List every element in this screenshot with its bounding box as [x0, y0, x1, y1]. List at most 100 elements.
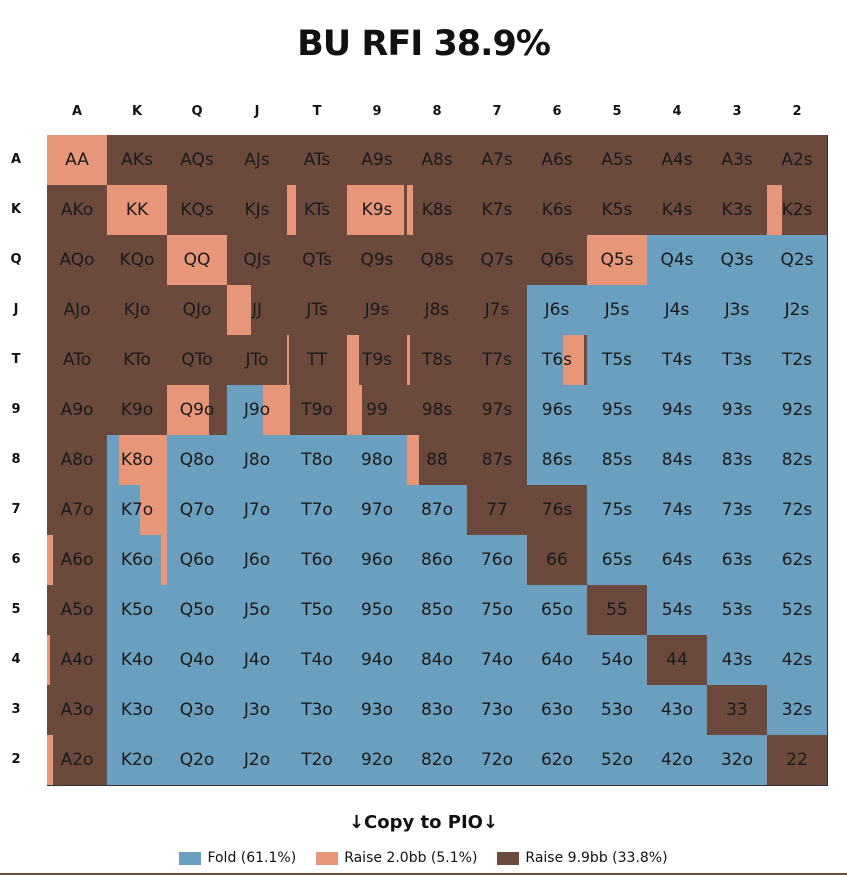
hand-cell[interactable]: Q9o — [167, 385, 228, 436]
hand-cell[interactable]: 75s — [587, 485, 648, 536]
hand-cell[interactable]: 99 — [347, 385, 408, 436]
hand-cell[interactable]: 94s — [647, 385, 708, 436]
hand-cell[interactable]: 53o — [587, 685, 648, 736]
hand-cell[interactable]: A7s — [467, 135, 528, 186]
hand-cell[interactable]: 52s — [767, 585, 828, 636]
hand-cell[interactable]: J9o — [227, 385, 288, 436]
hand-cell[interactable]: AJo — [47, 285, 108, 336]
hand-cell[interactable]: ATo — [47, 335, 108, 386]
hand-cell[interactable]: 85o — [407, 585, 468, 636]
hand-cell[interactable]: 95s — [587, 385, 648, 436]
hand-cell[interactable]: 86s — [527, 435, 588, 486]
hand-cell[interactable]: A6o — [47, 535, 108, 586]
hand-cell[interactable]: JJ — [227, 285, 288, 336]
hand-cell[interactable]: 93o — [347, 685, 408, 736]
hand-cell[interactable]: J3o — [227, 685, 288, 736]
hand-cell[interactable]: J2o — [227, 735, 288, 786]
hand-cell[interactable]: T9s — [347, 335, 408, 386]
hand-cell[interactable]: 83o — [407, 685, 468, 736]
hand-cell[interactable]: J4s — [647, 285, 708, 336]
hand-cell[interactable]: 83s — [707, 435, 768, 486]
hand-cell[interactable]: 44 — [647, 635, 708, 686]
hand-cell[interactable]: J7s — [467, 285, 528, 336]
hand-cell[interactable]: 76o — [467, 535, 528, 586]
hand-cell[interactable]: T6o — [287, 535, 348, 586]
hand-cell[interactable]: J5s — [587, 285, 648, 336]
hand-cell[interactable]: 32s — [767, 685, 828, 736]
hand-cell[interactable]: QTs — [287, 235, 348, 286]
hand-cell[interactable]: 53s — [707, 585, 768, 636]
hand-cell[interactable]: ATs — [287, 135, 348, 186]
hand-cell[interactable]: 84s — [647, 435, 708, 486]
hand-cell[interactable]: J6s — [527, 285, 588, 336]
hand-cell[interactable]: 96o — [347, 535, 408, 586]
hand-cell[interactable]: J2s — [767, 285, 828, 336]
hand-cell[interactable]: K5o — [107, 585, 168, 636]
hand-cell[interactable]: 86o — [407, 535, 468, 586]
hand-cell[interactable]: A4s — [647, 135, 708, 186]
hand-cell[interactable]: 42o — [647, 735, 708, 786]
hand-cell[interactable]: 73o — [467, 685, 528, 736]
hand-cell[interactable]: T9o — [287, 385, 348, 436]
hand-cell[interactable]: T2s — [767, 335, 828, 386]
hand-cell[interactable]: 92o — [347, 735, 408, 786]
hand-cell[interactable]: K5s — [587, 185, 648, 236]
hand-cell[interactable]: Q4s — [647, 235, 708, 286]
hand-cell[interactable]: 98s — [407, 385, 468, 436]
hand-cell[interactable]: A3o — [47, 685, 108, 736]
hand-cell[interactable]: A8o — [47, 435, 108, 486]
hand-cell[interactable]: QQ — [167, 235, 228, 286]
hand-cell[interactable]: T8s — [407, 335, 468, 386]
hand-cell[interactable]: Q7s — [467, 235, 528, 286]
hand-cell[interactable]: 64s — [647, 535, 708, 586]
hand-cell[interactable]: T7o — [287, 485, 348, 536]
hand-cell[interactable]: J3s — [707, 285, 768, 336]
hand-cell[interactable]: J4o — [227, 635, 288, 686]
hand-cell[interactable]: AQs — [167, 135, 228, 186]
hand-cell[interactable]: 95o — [347, 585, 408, 636]
hand-cell[interactable]: KTs — [287, 185, 348, 236]
hand-cell[interactable]: 54s — [647, 585, 708, 636]
hand-cell[interactable]: 77 — [467, 485, 528, 536]
hand-cell[interactable]: 64o — [527, 635, 588, 686]
hand-cell[interactable]: 65s — [587, 535, 648, 586]
hand-cell[interactable]: 75o — [467, 585, 528, 636]
hand-cell[interactable]: 72s — [767, 485, 828, 536]
hand-cell[interactable]: A2s — [767, 135, 828, 186]
hand-cell[interactable]: J8o — [227, 435, 288, 486]
hand-cell[interactable]: K3o — [107, 685, 168, 736]
hand-cell[interactable]: 74s — [647, 485, 708, 536]
hand-cell[interactable]: A3s — [707, 135, 768, 186]
hand-cell[interactable]: A9o — [47, 385, 108, 436]
hand-cell[interactable]: 92s — [767, 385, 828, 436]
hand-cell[interactable]: A5o — [47, 585, 108, 636]
hand-cell[interactable]: K4o — [107, 635, 168, 686]
hand-cell[interactable]: 82o — [407, 735, 468, 786]
hand-cell[interactable]: Q3s — [707, 235, 768, 286]
hand-cell[interactable]: A2o — [47, 735, 108, 786]
hand-cell[interactable]: 73s — [707, 485, 768, 536]
hand-cell[interactable]: 88 — [407, 435, 468, 486]
hand-cell[interactable]: J9s — [347, 285, 408, 336]
hand-cell[interactable]: Q4o — [167, 635, 228, 686]
hand-cell[interactable]: K3s — [707, 185, 768, 236]
hand-cell[interactable]: 54o — [587, 635, 648, 686]
hand-cell[interactable]: KK — [107, 185, 168, 236]
copy-to-pio-button[interactable]: ↓Copy to PIO↓ — [348, 812, 499, 833]
hand-cell[interactable]: K7o — [107, 485, 168, 536]
hand-cell[interactable]: 97o — [347, 485, 408, 536]
hand-cell[interactable]: 76s — [527, 485, 588, 536]
hand-cell[interactable]: 85s — [587, 435, 648, 486]
hand-cell[interactable]: T6s — [527, 335, 588, 386]
hand-cell[interactable]: 42s — [767, 635, 828, 686]
hand-cell[interactable]: QJo — [167, 285, 228, 336]
hand-cell[interactable]: JTs — [287, 285, 348, 336]
hand-cell[interactable]: 82s — [767, 435, 828, 486]
hand-cell[interactable]: T3o — [287, 685, 348, 736]
hand-cell[interactable]: K8o — [107, 435, 168, 486]
hand-cell[interactable]: K7s — [467, 185, 528, 236]
hand-cell[interactable]: 74o — [467, 635, 528, 686]
hand-cell[interactable]: T5s — [587, 335, 648, 386]
hand-cell[interactable]: K9s — [347, 185, 408, 236]
hand-cell[interactable]: T3s — [707, 335, 768, 386]
